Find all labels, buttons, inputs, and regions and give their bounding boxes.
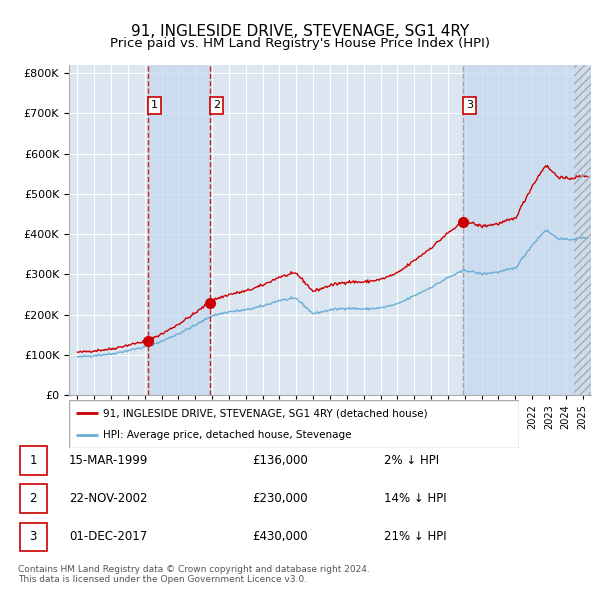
Text: 21% ↓ HPI: 21% ↓ HPI — [384, 530, 446, 543]
Text: 2% ↓ HPI: 2% ↓ HPI — [384, 454, 439, 467]
Text: 22-NOV-2002: 22-NOV-2002 — [69, 492, 148, 505]
Text: £230,000: £230,000 — [252, 492, 308, 505]
Text: 15-MAR-1999: 15-MAR-1999 — [69, 454, 148, 467]
Text: £430,000: £430,000 — [252, 530, 308, 543]
FancyBboxPatch shape — [19, 484, 47, 513]
Text: 91, INGLESIDE DRIVE, STEVENAGE, SG1 4RY: 91, INGLESIDE DRIVE, STEVENAGE, SG1 4RY — [131, 24, 469, 38]
Text: 14% ↓ HPI: 14% ↓ HPI — [384, 492, 446, 505]
FancyBboxPatch shape — [19, 446, 47, 474]
Text: 3: 3 — [29, 530, 37, 543]
Text: Contains HM Land Registry data © Crown copyright and database right 2024.
This d: Contains HM Land Registry data © Crown c… — [18, 565, 370, 584]
Text: 2: 2 — [213, 100, 220, 110]
Text: 1: 1 — [29, 454, 37, 467]
Text: Price paid vs. HM Land Registry's House Price Index (HPI): Price paid vs. HM Land Registry's House … — [110, 37, 490, 50]
Text: 91, INGLESIDE DRIVE, STEVENAGE, SG1 4RY (detached house): 91, INGLESIDE DRIVE, STEVENAGE, SG1 4RY … — [103, 408, 427, 418]
Text: 2: 2 — [29, 492, 37, 505]
Text: £136,000: £136,000 — [252, 454, 308, 467]
Text: 01-DEC-2017: 01-DEC-2017 — [69, 530, 147, 543]
FancyBboxPatch shape — [69, 400, 519, 448]
Bar — [574, 65, 591, 395]
Bar — [463, 65, 591, 395]
Text: 1: 1 — [151, 100, 158, 110]
FancyBboxPatch shape — [19, 523, 47, 551]
Text: HPI: Average price, detached house, Stevenage: HPI: Average price, detached house, Stev… — [103, 430, 351, 440]
Bar — [148, 65, 211, 395]
Text: 3: 3 — [466, 100, 473, 110]
